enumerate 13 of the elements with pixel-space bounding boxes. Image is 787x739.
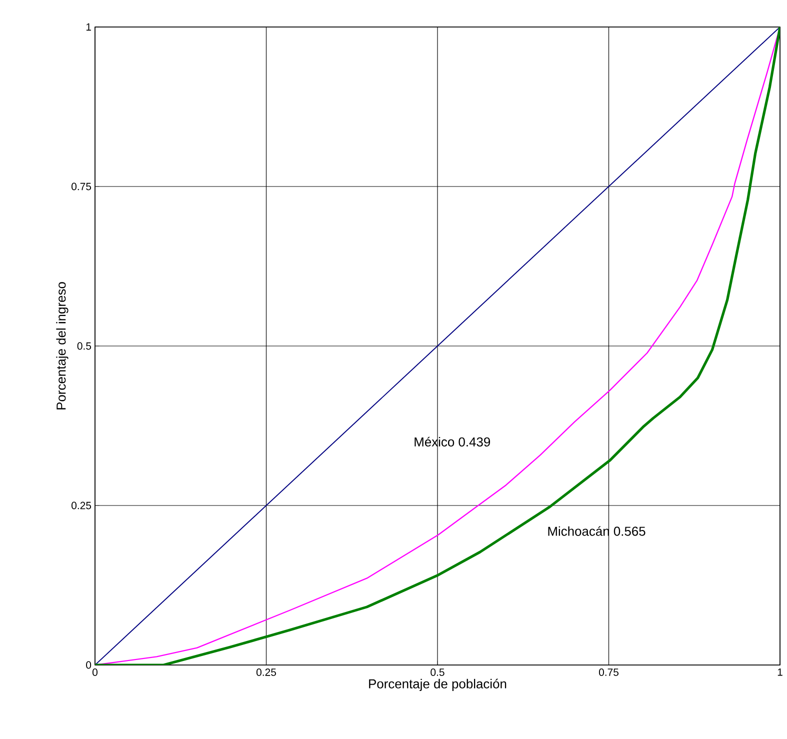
y-axis-title: Porcentaje del ingreso (56, 282, 68, 410)
y-tick-label: 0 (86, 661, 92, 669)
y-tick-label: 0.75 (72, 182, 92, 190)
x-tick-label: 1 (778, 668, 782, 676)
y-tick-label: 1 (86, 23, 91, 31)
x-tick-label: 0.5 (430, 668, 444, 676)
y-tick-label: 0.25 (72, 502, 92, 510)
x-axis-title: Porcentaje de población (369, 678, 506, 691)
x-tick-label: 0.25 (256, 668, 276, 676)
x-tick-label: 0.75 (598, 668, 618, 676)
x-tick-label: 0 (92, 668, 98, 676)
y-tick-label: 0.5 (77, 342, 92, 350)
annotation: Michoacán 0.565 (548, 526, 646, 536)
